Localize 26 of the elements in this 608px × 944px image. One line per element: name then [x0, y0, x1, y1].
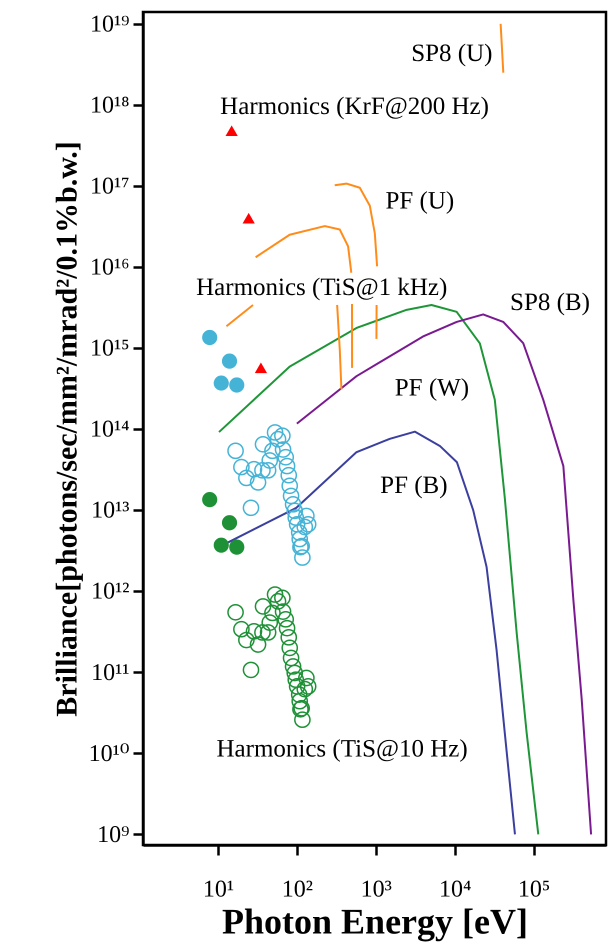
x-tick-label: 10⁴	[438, 876, 472, 902]
x-tick-label: 10⁵	[518, 876, 550, 902]
y-tick-label: 10¹⁵	[90, 336, 130, 362]
y-tick-label: 10¹³	[91, 498, 130, 524]
annotation: SP8 (B)	[510, 288, 590, 316]
y-tick-label: 10¹⁷	[90, 173, 130, 200]
y-axis-title: Brilliance[photons/sec/mm²/mrad²/0.1%b.w.]	[50, 141, 84, 717]
y-tick-label: 10¹¹	[91, 660, 130, 686]
x-tick-label: 10²	[282, 876, 313, 902]
x-tick-label: 10¹	[202, 876, 234, 902]
x-axis-title: Photon Energy [eV]	[222, 902, 528, 942]
y-tick-label: 10¹⁰	[88, 740, 130, 767]
annotation: PF (U)	[385, 187, 454, 214]
x-tick-label: 10³	[360, 876, 392, 902]
y-tick-label: 10¹⁶	[90, 254, 130, 281]
annotation: PF (B)	[380, 472, 448, 500]
y-tick-label: 10⁹	[97, 822, 130, 848]
y-tick-label: 10¹²	[91, 578, 130, 605]
y-tick-label: 10¹⁹	[90, 11, 130, 38]
annotation: Harmonics (KrF@200 Hz)	[220, 93, 489, 120]
annotation: Harmonics (TiS@10 Hz)	[216, 735, 468, 762]
y-tick-label: 10¹⁸	[90, 92, 130, 118]
annotation: Harmonics (TiS@1 kHz)	[196, 274, 448, 301]
annotation: SP8 (U)	[411, 40, 492, 67]
annotation: PF (W)	[394, 374, 470, 402]
y-tick-label: 10¹⁴	[90, 416, 130, 443]
